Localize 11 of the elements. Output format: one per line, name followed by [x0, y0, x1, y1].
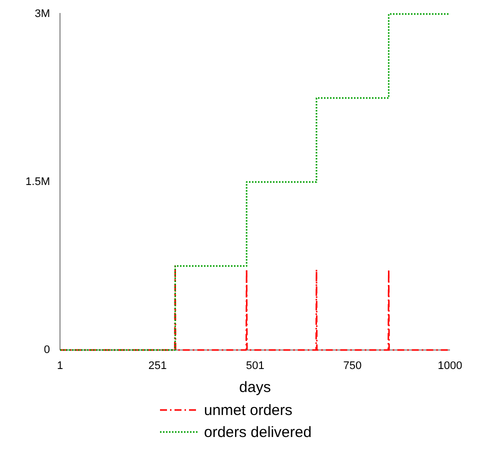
x-tick-label: 1000: [438, 360, 462, 372]
legend-label: orders delivered: [204, 424, 312, 441]
y-tick-label: 0: [44, 344, 50, 356]
legend-label: unmet orders: [204, 402, 292, 419]
y-tick-label: 3M: [34, 8, 50, 20]
x-tick-label: 1: [56, 360, 64, 372]
x-tick-label: 750: [343, 360, 362, 372]
x-tick-label: 251: [148, 360, 167, 372]
y-tick-label: 1.5M: [26, 176, 50, 188]
x-axis-title: days: [239, 379, 271, 396]
x-tick-label: 501: [246, 360, 264, 372]
